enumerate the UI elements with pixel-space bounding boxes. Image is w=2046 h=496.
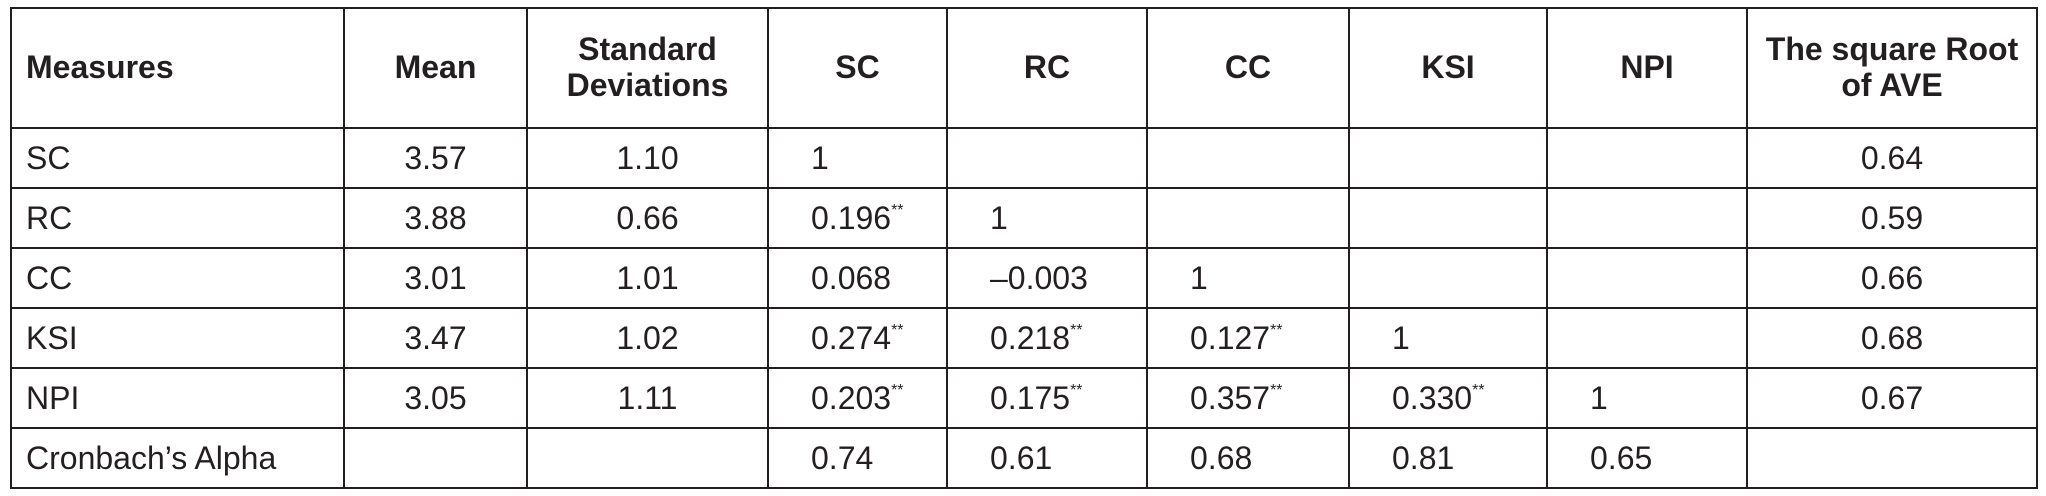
table-cell: 3.47 (343, 307, 528, 369)
table-row: SC 3.57 1.10 1 0.64 (10, 127, 2038, 189)
row-label: NPI (10, 367, 345, 429)
empty-cell (1348, 247, 1548, 309)
cell-value: 0.218 (990, 319, 1071, 356)
table-cell: 0.66 (526, 187, 769, 249)
data-table: Measures Mean Standard Deviations SC RC CC KSI… (10, 7, 2038, 489)
significance-mark: ** (1472, 381, 1485, 399)
header-row: Measures Mean Standard Deviations SC RC CC KSI… (10, 7, 2038, 129)
table-cell: 0.74 (767, 427, 948, 489)
header-cell: NPI (1546, 7, 1748, 129)
table-cell: 1 (1546, 367, 1748, 429)
table-cell: 1 (1348, 307, 1548, 369)
row-label: Cronbach’s Alpha (10, 427, 345, 489)
table-cell: 0.127** (1146, 307, 1350, 369)
table-cell: 0.218** (946, 307, 1148, 369)
table-cell: 3.01 (343, 247, 528, 309)
header-cell: Measures (10, 7, 345, 129)
table-cell: 0.61 (946, 427, 1148, 489)
table-cell: 0.66 (1746, 247, 2038, 309)
empty-cell (1348, 127, 1548, 189)
table-cell: 0.330** (1348, 367, 1548, 429)
table-cell: 1.02 (526, 307, 769, 369)
significance-mark: ** (1270, 381, 1283, 399)
table-cell: –0.003 (946, 247, 1148, 309)
table-cell: 3.57 (343, 127, 528, 189)
table-cell: 3.05 (343, 367, 528, 429)
table-cell: 0.196** (767, 187, 948, 249)
significance-mark: ** (891, 201, 904, 219)
table-cell: 0.68 (1746, 307, 2038, 369)
table-cell: 0.59 (1746, 187, 2038, 249)
empty-cell (526, 427, 769, 489)
table-cell: 3.88 (343, 187, 528, 249)
empty-cell (946, 127, 1148, 189)
significance-mark: ** (891, 321, 904, 339)
table-row: CC 3.01 1.01 0.068 –0.003 1 0.66 (10, 247, 2038, 309)
empty-cell (1546, 187, 1748, 249)
significance-mark: ** (1270, 321, 1283, 339)
significance-mark: ** (891, 381, 904, 399)
header-cell: Standard Deviations (526, 7, 769, 129)
cell-value: 0.203 (811, 379, 892, 416)
cell-value: 0.196 (811, 199, 892, 236)
significance-mark: ** (1070, 381, 1083, 399)
empty-cell (1146, 127, 1350, 189)
table-row: Cronbach’s Alpha 0.74 0.61 0.68 0.81 0.65 (10, 427, 2038, 489)
empty-cell (1746, 427, 2038, 489)
header-cell: SC (767, 7, 948, 129)
header-cell: RC (946, 7, 1148, 129)
table-cell: 1.11 (526, 367, 769, 429)
row-label: SC (10, 127, 345, 189)
empty-cell (343, 427, 528, 489)
empty-cell (1546, 127, 1748, 189)
cell-value: 0.175 (990, 379, 1071, 416)
cell-value: 0.357 (1190, 379, 1271, 416)
table-cell: 0.068 (767, 247, 948, 309)
row-label: KSI (10, 307, 345, 369)
empty-cell (1546, 307, 1748, 369)
table-cell: 0.203** (767, 367, 948, 429)
cell-value: 0.274 (811, 319, 892, 356)
table-cell: 0.67 (1746, 367, 2038, 429)
table-cell: 1 (946, 187, 1148, 249)
cell-value: 0.127 (1190, 319, 1271, 356)
header-cell: CC (1146, 7, 1350, 129)
empty-cell (1546, 247, 1748, 309)
table-cell: 1 (1146, 247, 1350, 309)
header-cell: Mean (343, 7, 528, 129)
header-cell: KSI (1348, 7, 1548, 129)
empty-cell (1146, 187, 1350, 249)
table-cell: 0.175** (946, 367, 1148, 429)
table-cell: 0.65 (1546, 427, 1748, 489)
table-row: KSI 3.47 1.02 0.274** 0.218** 0.127** 1 0.68 (10, 307, 2038, 369)
row-label: CC (10, 247, 345, 309)
table-cell: 1.01 (526, 247, 769, 309)
table-cell: 0.81 (1348, 427, 1548, 489)
row-label: RC (10, 187, 345, 249)
table-row: NPI 3.05 1.11 0.203** 0.175** 0.357** 0.330** 1… (10, 367, 2038, 429)
header-cell: The square Root of AVE (1746, 7, 2038, 129)
cell-value: 0.330 (1392, 379, 1473, 416)
table-cell: 0.274** (767, 307, 948, 369)
empty-cell (1348, 187, 1548, 249)
table-cell: 1 (767, 127, 948, 189)
table-cell: 0.68 (1146, 427, 1350, 489)
table-row: RC 3.88 0.66 0.196** 1 0.59 (10, 187, 2038, 249)
table-cell: 0.357** (1146, 367, 1350, 429)
significance-mark: ** (1070, 321, 1083, 339)
table-body: SC 3.57 1.10 1 0.64 RC 3.88 0.66 0.196** 1 0.59 CC 3… (10, 127, 2038, 489)
table-cell: 1.10 (526, 127, 769, 189)
table-cell: 0.64 (1746, 127, 2038, 189)
table-header: Measures Mean Standard Deviations SC RC CC KSI… (10, 7, 2038, 129)
